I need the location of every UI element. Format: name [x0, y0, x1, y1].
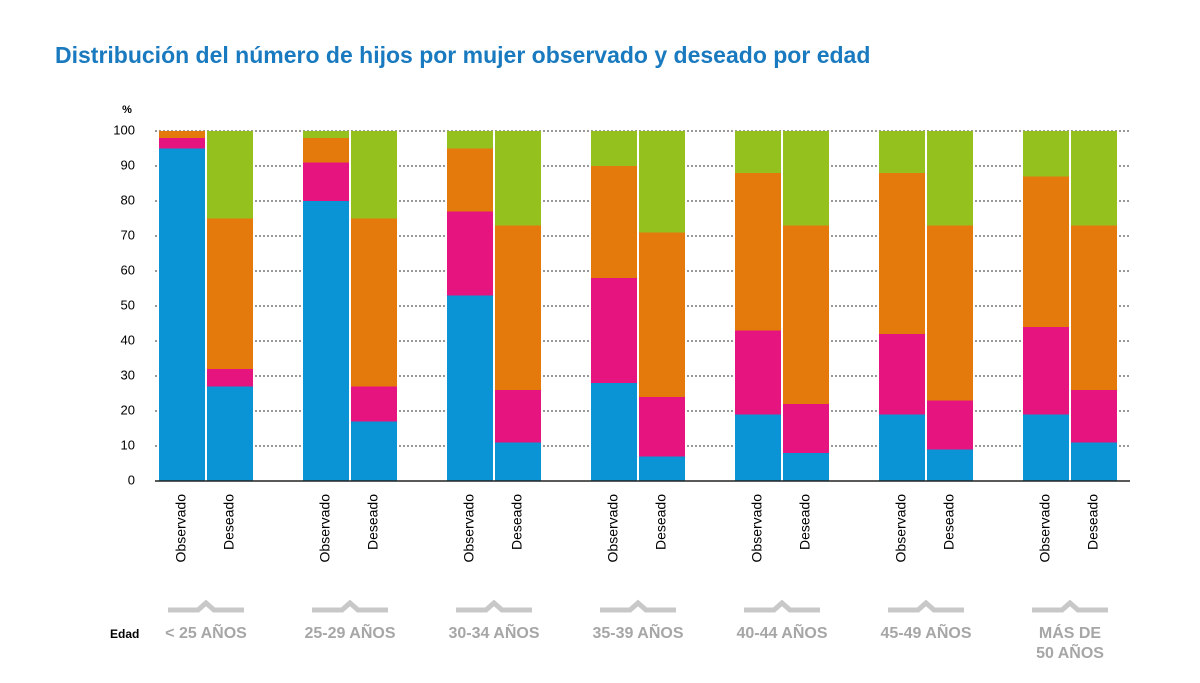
- bar-segment: [447, 211, 493, 296]
- x-tick-label: Deseado: [221, 494, 237, 550]
- bar-segment: [639, 232, 685, 397]
- bar-segment: [351, 218, 397, 387]
- y-tick-label: 30: [121, 367, 135, 382]
- bar-segment: [1023, 131, 1069, 177]
- bar-segment: [735, 173, 781, 331]
- group-bracket: [744, 599, 820, 613]
- group-label: 30-34 AÑOS: [448, 625, 540, 642]
- x-tick-label: Observado: [461, 494, 477, 563]
- bar-segment: [351, 131, 397, 219]
- x-tick-label: Deseado: [509, 494, 525, 550]
- bar-segment: [207, 131, 253, 219]
- group-bracket: [168, 599, 244, 613]
- x-axis-label: Edad: [110, 627, 139, 641]
- x-tick-label: Observado: [893, 494, 909, 563]
- bar-segment: [735, 414, 781, 481]
- bar-segment: [495, 225, 541, 390]
- y-tick-label: 0: [128, 472, 135, 487]
- bar-segment: [207, 386, 253, 481]
- bar-segment: [495, 442, 541, 481]
- bar-segment: [783, 225, 829, 404]
- bar-segment: [639, 397, 685, 457]
- x-tick-label: Deseado: [941, 494, 957, 550]
- bar-segment: [879, 414, 925, 481]
- x-tick-label: Observado: [605, 494, 621, 563]
- group-bracket: [1032, 599, 1108, 613]
- bar-segment: [1071, 131, 1117, 226]
- x-tick-label: Deseado: [1085, 494, 1101, 550]
- bar-segment: [591, 131, 637, 166]
- x-tick-label: Observado: [317, 494, 333, 563]
- bar-segment: [351, 421, 397, 481]
- group-label: 25-29 AÑOS: [304, 625, 396, 642]
- bar-segment: [927, 225, 973, 401]
- y-tick-label: 60: [121, 262, 135, 277]
- bar-segment: [1023, 327, 1069, 415]
- group-bracket: [456, 599, 532, 613]
- y-tick-label: 100: [113, 122, 135, 137]
- y-tick-label: 40: [121, 332, 135, 347]
- bar-segment: [207, 369, 253, 387]
- bar-segment: [927, 131, 973, 226]
- bar-segment: [639, 456, 685, 481]
- bar-segment: [495, 390, 541, 443]
- bar-segment: [1023, 176, 1069, 327]
- bar-segment: [303, 162, 349, 201]
- bar-segment: [927, 449, 973, 481]
- bar-segment: [495, 131, 541, 226]
- x-tick-label: Observado: [173, 494, 189, 563]
- bar-segment: [1071, 442, 1117, 481]
- y-tick-label: 50: [121, 297, 135, 312]
- group-label: MÁS DE 50 AÑOS: [1036, 625, 1104, 662]
- bar-segment: [783, 131, 829, 226]
- y-axis-label: %: [122, 104, 132, 116]
- bar-segment: [303, 201, 349, 481]
- bar-segment: [783, 453, 829, 481]
- x-tick-label: Observado: [749, 494, 765, 563]
- chart-title: Distribución del número de hijos por muj…: [55, 42, 870, 68]
- y-tick-label: 80: [121, 192, 135, 207]
- x-tick-label: Observado: [1037, 494, 1053, 563]
- bar-segment: [879, 173, 925, 334]
- group-label: 45-49 AÑOS: [880, 625, 972, 642]
- bar-segment: [1071, 390, 1117, 443]
- bar-segment: [1023, 414, 1069, 481]
- x-tick-label: Deseado: [653, 494, 669, 550]
- bar-segment: [591, 166, 637, 278]
- y-tick-label: 90: [121, 157, 135, 172]
- bar-segment: [303, 138, 349, 163]
- bar-segment: [591, 383, 637, 481]
- bar-segment: [351, 386, 397, 422]
- y-tick-label: 10: [121, 437, 135, 452]
- bar-segment: [879, 131, 925, 173]
- bar-segment: [1071, 225, 1117, 390]
- bar-segment: [783, 404, 829, 453]
- bar-segment: [879, 334, 925, 415]
- y-tick-label: 20: [121, 402, 135, 417]
- bar-segment: [447, 148, 493, 212]
- x-tick-label: Deseado: [365, 494, 381, 550]
- bar-segment: [207, 218, 253, 369]
- bar-segment: [447, 295, 493, 481]
- x-tick-label: Deseado: [797, 494, 813, 550]
- bar-segment: [159, 148, 205, 481]
- bar-segment: [303, 131, 349, 138]
- bar-segment: [927, 400, 973, 450]
- group-label: 35-39 AÑOS: [592, 625, 684, 642]
- bar-segment: [735, 330, 781, 415]
- bar-segment: [447, 131, 493, 149]
- group-label: 40-44 AÑOS: [736, 625, 828, 642]
- group-bracket: [600, 599, 676, 613]
- bar-segment: [159, 138, 205, 149]
- group-bracket: [312, 599, 388, 613]
- group-bracket: [888, 599, 964, 613]
- bar-segment: [159, 131, 205, 138]
- bar-segment: [591, 278, 637, 383]
- bar-segment: [735, 131, 781, 173]
- y-tick-label: 70: [121, 227, 135, 242]
- group-label: < 25 AÑOS: [165, 625, 247, 642]
- bar-segment: [639, 131, 685, 233]
